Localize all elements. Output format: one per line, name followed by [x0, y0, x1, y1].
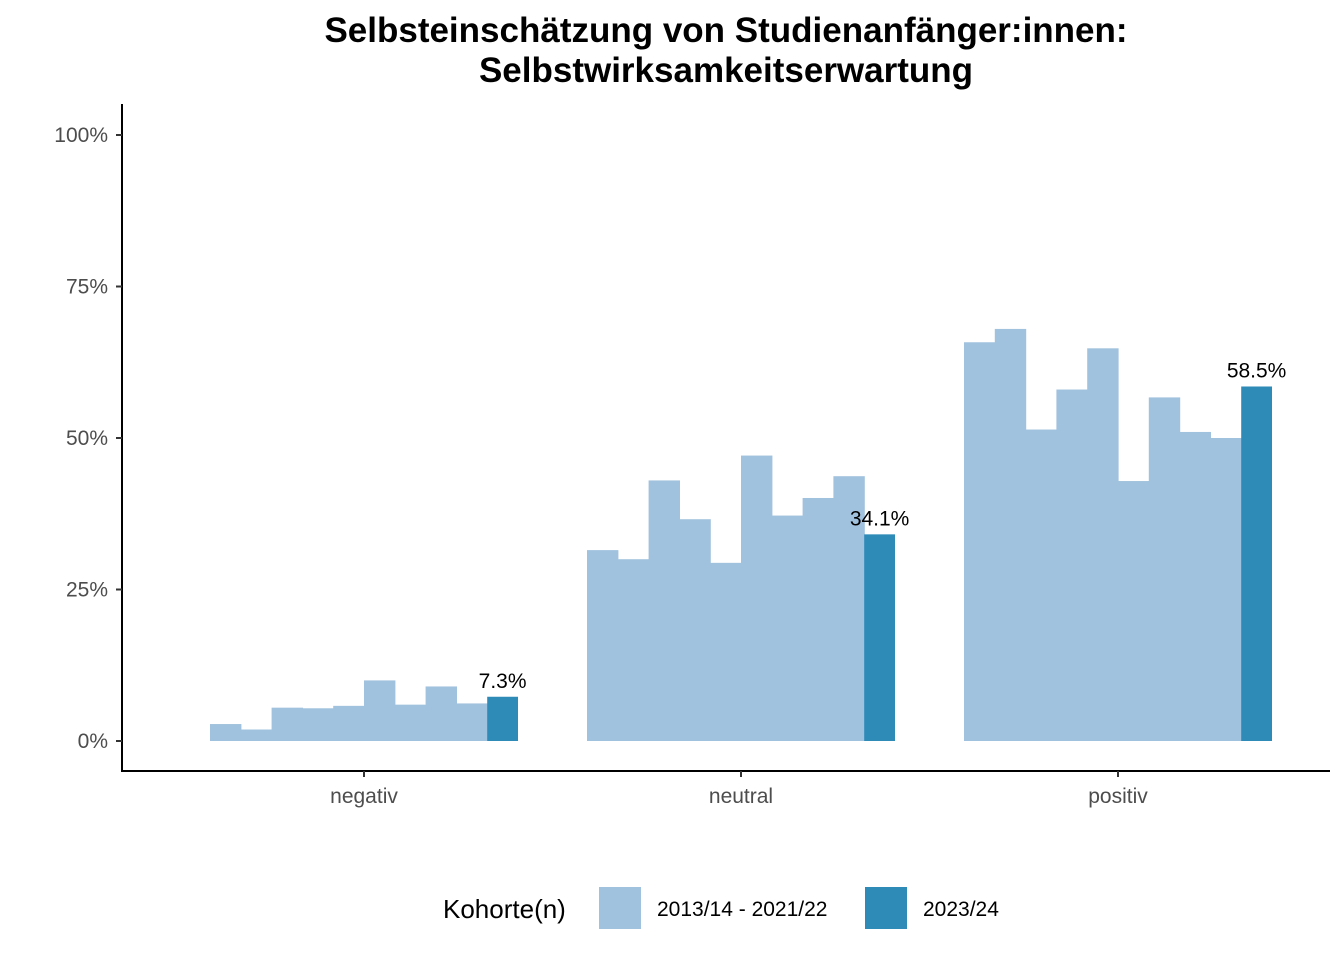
legend-label-historical: 2013/14 - 2021/22 — [657, 898, 827, 921]
bar-positiv-cohort-7 — [1148, 397, 1181, 741]
bar-negativ-cohort-1 — [210, 724, 242, 741]
x-tick-label-neutral: neutral — [709, 785, 773, 808]
data-label-neutral: 34.1% — [850, 507, 910, 530]
bar-neutral-cohort-4 — [679, 519, 711, 741]
y-axis-ticks: 0% 25% 50% 75% 100% — [54, 124, 122, 753]
chart-title: Selbsteinschätzung von Studienanfänger:i… — [324, 11, 1127, 50]
legend-label-current: 2023/24 — [923, 898, 999, 921]
bar-positiv-cohort-8 — [1179, 431, 1211, 741]
x-tick-label-positiv: positiv — [1088, 785, 1148, 808]
bar-positiv-cohort-6 — [1118, 481, 1150, 741]
bar-neutral-cohort-2 — [617, 559, 650, 741]
plot-area: 7.3% 34.1% 58.5% — [210, 328, 1287, 741]
bar-positiv-cohort-1 — [964, 342, 996, 741]
y-tick-label: 100% — [54, 124, 108, 147]
bar-negativ-cohort-7 — [394, 704, 427, 741]
bar-neutral-cohort-5 — [710, 562, 742, 741]
bar-negativ-cohort-9 — [456, 703, 488, 741]
x-axis-ticks: negativ neutral positiv — [330, 771, 1148, 808]
y-tick-label: 50% — [66, 427, 108, 450]
bar-negativ-cohort-4 — [302, 708, 334, 741]
bar-positiv-cohort-5 — [1087, 348, 1119, 741]
bar-neutral-cohort-7 — [771, 515, 804, 741]
data-label-positiv: 58.5% — [1227, 359, 1287, 382]
legend-swatch-current — [865, 887, 907, 929]
bar-neutral-cohort-1 — [587, 550, 619, 741]
bar-negativ-cohort-8 — [425, 686, 457, 741]
bar-neutral-cohort-8 — [802, 497, 834, 741]
bar-positiv-current — [1241, 386, 1272, 741]
bar-neutral-cohort-9 — [833, 476, 865, 741]
bar-positiv-cohort-2 — [994, 328, 1027, 741]
bar-negativ-cohort-5 — [333, 705, 365, 741]
bar-neutral-current — [864, 534, 895, 741]
legend: Kohorte(n) 2013/14 - 2021/22 2023/24 — [443, 887, 999, 929]
bar-neutral-cohort-6 — [741, 455, 773, 741]
y-tick-label: 75% — [66, 276, 108, 299]
bar-positiv-cohort-3 — [1025, 429, 1057, 741]
data-label-negativ: 7.3% — [479, 670, 527, 693]
y-tick-label: 25% — [66, 579, 108, 602]
bar-negativ-cohort-2 — [240, 729, 273, 741]
bar-negativ-cohort-3 — [271, 707, 303, 741]
chart-subtitle: Selbstwirksamkeitserwartung — [479, 51, 973, 90]
bar-neutral-cohort-3 — [648, 480, 680, 741]
legend-title: Kohorte(n) — [443, 894, 566, 924]
bar-negativ-current — [487, 696, 518, 741]
x-tick-label-negativ: negativ — [330, 785, 398, 808]
bar-positiv-cohort-4 — [1056, 389, 1088, 741]
legend-swatch-historical — [599, 887, 641, 929]
bar-negativ-cohort-6 — [364, 680, 396, 741]
y-tick-label: 0% — [78, 730, 108, 753]
bar-positiv-cohort-9 — [1210, 438, 1242, 741]
